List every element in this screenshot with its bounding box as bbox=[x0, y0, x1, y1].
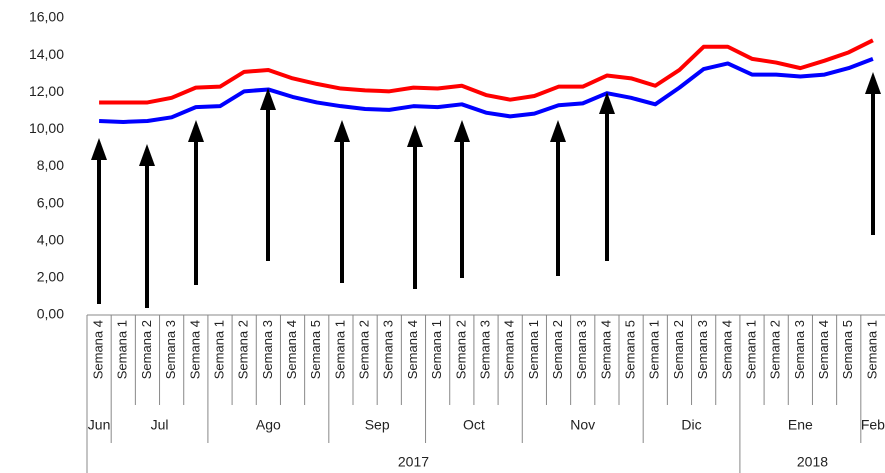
x-tick-label: Semana 2 bbox=[453, 320, 468, 379]
arrow bbox=[599, 92, 615, 261]
x-tick-label: Semana 1 bbox=[647, 320, 662, 379]
x-tick-label: Semana 1 bbox=[526, 320, 541, 379]
x-tick-label: Semana 4 bbox=[187, 320, 202, 379]
year-label: 2018 bbox=[797, 454, 828, 470]
x-tick-label: Semana 1 bbox=[743, 320, 758, 379]
arrow bbox=[407, 125, 423, 289]
x-tick-label: Semana 5 bbox=[840, 320, 855, 379]
x-tick-label: Semana 3 bbox=[695, 320, 710, 379]
x-tick-label: Semana 3 bbox=[260, 320, 275, 379]
x-tick-label: Semana 3 bbox=[477, 320, 492, 379]
y-tick-label: 12,00 bbox=[29, 83, 64, 99]
year-label: 2017 bbox=[398, 454, 429, 470]
arrows bbox=[91, 72, 881, 308]
x-tick-label: Semana 2 bbox=[550, 320, 565, 379]
x-tick-label: Semana 4 bbox=[598, 320, 613, 379]
x-tick-label: Semana 4 bbox=[91, 320, 106, 379]
x-tick-label: Semana 4 bbox=[405, 320, 420, 379]
x-tick-label: Semana 2 bbox=[357, 320, 372, 379]
series-line bbox=[99, 56, 874, 124]
series-line bbox=[99, 38, 874, 105]
month-label: Jun bbox=[88, 417, 111, 433]
y-tick-label: 10,00 bbox=[29, 120, 64, 136]
y-tick-label: 6,00 bbox=[37, 194, 64, 210]
y-tick-label: 16,00 bbox=[29, 9, 64, 25]
x-tick-label: Semana 2 bbox=[139, 320, 154, 379]
y-tick-label: 8,00 bbox=[37, 157, 64, 173]
month-label: Oct bbox=[463, 417, 485, 433]
x-tick-label: Semana 3 bbox=[792, 320, 807, 379]
x-tick-label: Semana 4 bbox=[816, 320, 831, 379]
x-tick-label: Semana 5 bbox=[623, 320, 638, 379]
arrow bbox=[188, 120, 204, 285]
x-tick-label: Semana 1 bbox=[115, 320, 130, 379]
axes: 0,00 2,00 4,00 6,00 8,00 10,00 12,00 14,00 16,00… bbox=[29, 9, 885, 473]
x-tick-label: Semana 2 bbox=[236, 320, 251, 379]
arrow bbox=[550, 120, 566, 276]
month-label: Feb bbox=[861, 417, 885, 433]
x-tick-label: Semana 3 bbox=[381, 320, 396, 379]
arrow bbox=[454, 120, 470, 278]
month-label: Ene bbox=[788, 417, 813, 433]
x-tick-label: Semana 2 bbox=[768, 320, 783, 379]
month-label: Dic bbox=[681, 417, 701, 433]
month-label: Nov bbox=[570, 417, 595, 433]
arrow bbox=[334, 120, 350, 283]
x-tick-label: Semana 1 bbox=[332, 320, 347, 379]
x-tick-label: Semana 2 bbox=[671, 320, 686, 379]
month-label: Ago bbox=[256, 417, 281, 433]
x-tick-label: Semana 3 bbox=[574, 320, 589, 379]
arrow bbox=[139, 144, 155, 308]
x-tick-label: Semana 4 bbox=[284, 320, 299, 379]
y-tick-label: 4,00 bbox=[37, 231, 64, 247]
month-label: Jul bbox=[151, 417, 169, 433]
month-label: Sep bbox=[365, 417, 390, 433]
y-tick-label: 2,00 bbox=[37, 269, 64, 285]
x-tick-label: Semana 5 bbox=[308, 320, 323, 379]
x-tick-label: Semana 1 bbox=[211, 320, 226, 379]
y-tick-label: 14,00 bbox=[29, 46, 64, 62]
x-tick-label: Semana 1 bbox=[864, 320, 879, 379]
x-tick-label: Semana 3 bbox=[163, 320, 178, 379]
arrow bbox=[260, 88, 276, 261]
arrow bbox=[91, 138, 107, 304]
x-tick-label: Semana 4 bbox=[719, 320, 734, 379]
y-tick-label: 0,00 bbox=[37, 306, 64, 322]
arrow bbox=[865, 72, 881, 235]
x-tick-label: Semana 1 bbox=[429, 320, 444, 379]
x-tick-label: Semana 4 bbox=[502, 320, 517, 379]
